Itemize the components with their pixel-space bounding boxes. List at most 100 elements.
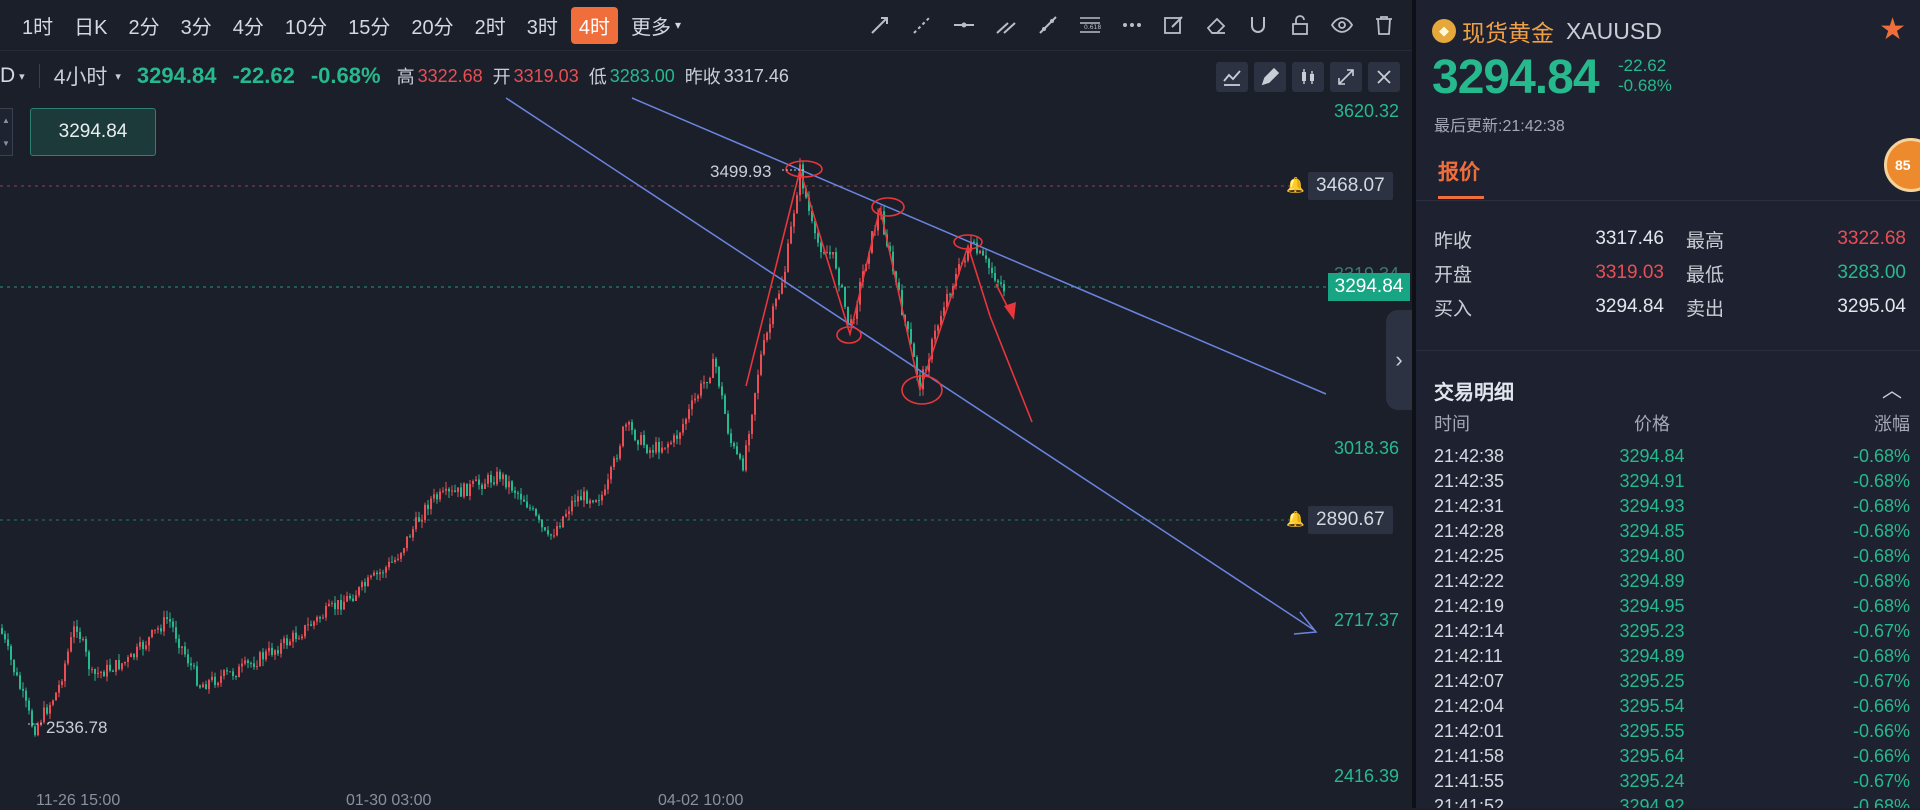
bell-icon[interactable]: 🔔 — [1286, 177, 1305, 194]
alert-price-high[interactable]: 3468.07 — [1308, 172, 1393, 200]
candle-body — [241, 663, 243, 667]
favorite-star-icon[interactable]: ★ — [1879, 13, 1906, 46]
candle-body — [502, 474, 504, 480]
candle-body — [283, 638, 285, 644]
candle-body — [196, 666, 198, 686]
candle-body — [931, 339, 933, 360]
col-price: 价格 — [1634, 414, 1670, 434]
collapse-panel-button[interactable]: › — [1386, 310, 1412, 410]
candle-body — [439, 491, 441, 500]
timeframe-4m[interactable]: 4分 — [232, 16, 264, 39]
trade-price: 3295.24 — [1619, 771, 1685, 791]
candle-body — [316, 617, 318, 622]
timeframe-4h[interactable]: 4时 — [570, 6, 618, 44]
candle-body — [679, 432, 681, 439]
candle-body — [685, 418, 687, 425]
candle-body — [592, 500, 594, 503]
candle-body — [991, 267, 993, 274]
candle-body — [529, 507, 531, 509]
timeframe-15m[interactable]: 15分 — [348, 16, 391, 39]
candle-body — [1000, 282, 1002, 284]
candle-body — [490, 474, 492, 483]
trade-price: 3294.89 — [1619, 571, 1685, 591]
timeframe-1h[interactable]: 1时 — [22, 16, 54, 39]
timeframe-2h[interactable]: 2时 — [474, 16, 506, 39]
unlock-icon[interactable] — [1286, 12, 1314, 38]
candlestick-icon[interactable] — [1292, 62, 1324, 92]
indicator-icon[interactable] — [1216, 62, 1248, 92]
eraser-icon[interactable] — [1202, 12, 1230, 38]
candle-body — [661, 447, 663, 453]
tab-quote[interactable]: 报价 — [1438, 161, 1480, 184]
timeframe-10m[interactable]: 10分 — [284, 16, 328, 39]
edit-icon[interactable] — [1160, 12, 1188, 38]
pencil-icon[interactable] — [1254, 62, 1286, 92]
fibonacci-icon[interactable]: 0.618 — [1076, 12, 1104, 38]
side-stepper[interactable]: ▲ ▼ — [0, 108, 13, 156]
candle-body — [973, 241, 975, 243]
ray-line-icon[interactable] — [866, 12, 894, 38]
candle-body — [343, 601, 345, 610]
caret-down-icon[interactable]: ▾ — [115, 70, 121, 83]
magnet-icon[interactable] — [1244, 12, 1272, 38]
candlestick-chart[interactable]: 3499.93 2536.78 — [0, 96, 1330, 808]
candle-body — [538, 515, 540, 520]
trade-time: 21:42:11 — [1434, 646, 1503, 666]
trade-pct: -0.68% — [1852, 521, 1910, 541]
candle-body — [259, 652, 261, 667]
timeframe-3h[interactable]: 3时 — [526, 16, 558, 39]
x-tick: 04-02 10:00 — [658, 792, 744, 809]
candle-body — [988, 259, 990, 268]
candle-body — [763, 340, 765, 355]
caret-down-icon[interactable]: ▾ — [19, 70, 25, 83]
chart-control-buttons — [1216, 62, 1400, 92]
candle-body — [805, 188, 807, 198]
candle-body — [721, 386, 723, 396]
more-timeframes-dropdown[interactable]: 更多 ▾ — [623, 7, 689, 44]
expand-icon[interactable] — [1330, 62, 1362, 92]
candle-body — [235, 676, 237, 678]
horizontal-line-icon[interactable] — [950, 12, 978, 38]
trend-line-icon[interactable] — [992, 12, 1020, 38]
candle-body — [937, 325, 939, 331]
timeframe-3m[interactable]: 3分 — [180, 16, 212, 39]
candle-body — [7, 639, 9, 647]
floating-badge[interactable]: 85 — [1884, 138, 1920, 192]
candle-body — [505, 474, 507, 488]
trades-list[interactable]: 21:42:38 3294.84 -0.68% 21:42:35 3294.91 -0.6… — [1434, 444, 1910, 808]
candle-body — [253, 663, 255, 668]
timeframe-2m[interactable]: 2分 — [128, 16, 160, 39]
shoulder-circle-1 — [871, 197, 905, 217]
candle-body — [751, 414, 753, 435]
open-label: 开盘 — [1434, 264, 1473, 286]
trash-icon[interactable] — [1370, 12, 1398, 38]
pane-divider[interactable] — [1412, 0, 1416, 808]
candle-body — [49, 704, 51, 714]
timeframe-daily[interactable]: 日K — [74, 16, 108, 39]
eye-icon[interactable] — [1328, 12, 1356, 38]
candle-body — [121, 663, 123, 670]
candle-body — [103, 671, 105, 677]
more-tools-icon[interactable] — [1118, 12, 1146, 38]
candle-body — [166, 617, 168, 620]
bell-icon[interactable]: 🔔 — [1286, 511, 1305, 528]
candle-body — [478, 479, 480, 485]
period-label[interactable]: 4小时 — [53, 66, 108, 89]
divider — [1416, 200, 1920, 201]
candle-body — [46, 707, 48, 714]
candle-body — [328, 603, 330, 607]
symbol-label[interactable]: D — [0, 64, 16, 87]
candle-body — [820, 242, 822, 253]
dashed-line-icon[interactable] — [908, 12, 936, 38]
candle-body — [481, 484, 483, 489]
close-icon[interactable] — [1368, 62, 1400, 92]
candle-body — [499, 471, 501, 480]
candle-body — [442, 490, 444, 492]
segment-line-icon[interactable] — [1034, 12, 1062, 38]
alert-price-low[interactable]: 2890.67 — [1308, 506, 1393, 534]
candle-body — [142, 642, 144, 649]
timeframe-20m[interactable]: 20分 — [411, 16, 454, 39]
candle-body — [10, 646, 12, 660]
candle-body — [214, 676, 216, 686]
chevron-up-icon[interactable]: ︿ — [1882, 380, 1902, 402]
